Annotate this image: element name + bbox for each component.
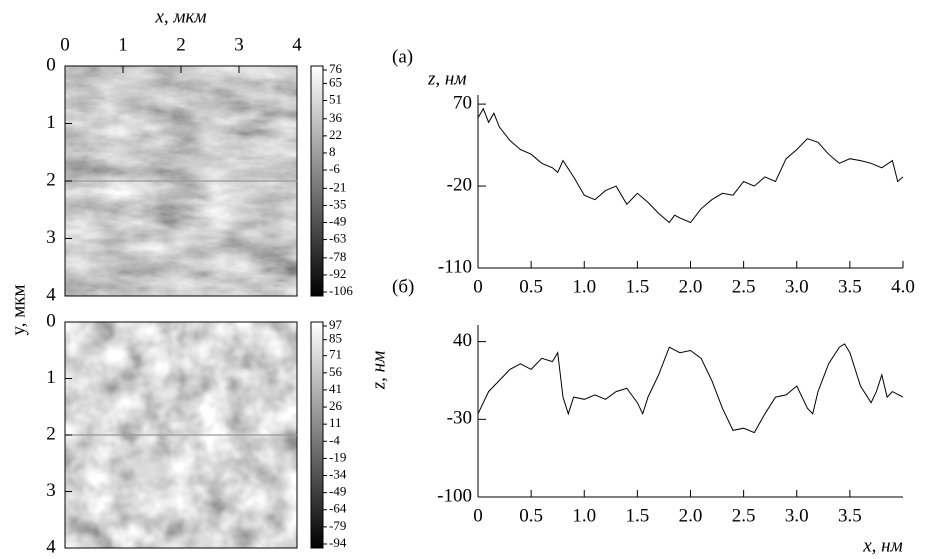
y-tick-label: 0 bbox=[46, 310, 56, 331]
x-tick-label: 3 bbox=[234, 34, 244, 55]
colorbar-label: 76 bbox=[329, 61, 343, 76]
y-axis-label: z, нм bbox=[368, 351, 389, 390]
x-tick-label: 0 bbox=[60, 34, 70, 55]
colorbar-label: -78 bbox=[329, 249, 346, 264]
colorbar bbox=[310, 65, 324, 297]
colorbar-label: 36 bbox=[329, 110, 343, 125]
x-tick-label: 1.5 bbox=[626, 505, 650, 526]
y-tick-label: -110 bbox=[438, 256, 472, 277]
profile-line bbox=[477, 107, 904, 224]
y-tick-label: 3 bbox=[46, 480, 56, 501]
colorbar-label: -63 bbox=[329, 231, 346, 246]
colorbar-label: 22 bbox=[329, 127, 342, 142]
y-tick-label: -30 bbox=[447, 408, 472, 429]
colorbar-label: -19 bbox=[329, 449, 346, 464]
panel-label: (а) bbox=[392, 46, 413, 67]
y-axis-label: y, мкм bbox=[8, 284, 29, 335]
x-tick-label: 1.5 bbox=[626, 276, 650, 297]
colorbar-label: -64 bbox=[329, 501, 347, 516]
colorbar-label: 11 bbox=[329, 415, 342, 430]
x-tick-label: 2.5 bbox=[732, 505, 756, 526]
x-tick-label: 0.5 bbox=[519, 505, 543, 526]
colorbar-label: 56 bbox=[329, 364, 343, 379]
colorbar-label: -21 bbox=[329, 179, 346, 194]
x-tick-label: 1 bbox=[118, 34, 128, 55]
y-tick-label: 40 bbox=[453, 330, 472, 351]
y-tick-label: 3 bbox=[46, 227, 56, 248]
colorbar-label: 41 bbox=[329, 381, 342, 396]
x-axis-label: x, мкм bbox=[154, 6, 206, 27]
x-tick-label: 2.0 bbox=[679, 276, 703, 297]
y-tick-label: 0 bbox=[46, 54, 56, 75]
colorbar-label: 97 bbox=[329, 317, 343, 332]
x-tick-label: 3.5 bbox=[838, 505, 862, 526]
x-tick-label: 2.0 bbox=[679, 505, 703, 526]
x-tick-label: 1.0 bbox=[572, 505, 596, 526]
y-tick-label: 2 bbox=[46, 169, 56, 190]
y-tick-label: 4 bbox=[46, 536, 56, 557]
x-tick-label: 0 bbox=[473, 505, 483, 526]
colorbar-label: 8 bbox=[329, 144, 336, 159]
x-tick-label: 3.0 bbox=[785, 276, 809, 297]
colorbar-label: 71 bbox=[329, 347, 342, 362]
colorbar-label: -4 bbox=[329, 432, 340, 447]
colorbar-label: -35 bbox=[329, 196, 346, 211]
colorbar-label: -106 bbox=[329, 283, 353, 298]
y-tick-label: 70 bbox=[453, 92, 472, 113]
colorbar-label: -79 bbox=[329, 518, 346, 533]
y-axis-label: z, нм bbox=[427, 68, 466, 89]
x-tick-label: 4.0 bbox=[891, 276, 915, 297]
profile-line bbox=[477, 343, 904, 434]
x-tick-label: 1.0 bbox=[572, 276, 596, 297]
x-tick-label: 3.0 bbox=[785, 505, 809, 526]
x-axis-label: x, нм bbox=[862, 535, 902, 556]
colorbar-label: 85 bbox=[329, 331, 342, 346]
colorbar-label: -49 bbox=[329, 484, 346, 499]
colorbar-label: -94 bbox=[329, 535, 347, 550]
y-tick-label: 4 bbox=[46, 284, 56, 305]
y-tick-label: 1 bbox=[46, 367, 56, 388]
x-tick-label: 2 bbox=[176, 34, 186, 55]
x-tick-label: 3.5 bbox=[838, 276, 862, 297]
colorbar-label: -6 bbox=[329, 161, 340, 176]
colorbar-label: 65 bbox=[329, 74, 342, 89]
y-tick-label: 1 bbox=[46, 112, 56, 133]
colorbar-label: -34 bbox=[329, 467, 347, 482]
y-tick-label: 2 bbox=[46, 423, 56, 444]
colorbar-label: -49 bbox=[329, 213, 346, 228]
x-tick-label: 2.5 bbox=[732, 276, 756, 297]
x-tick-label: 0 bbox=[473, 276, 483, 297]
y-tick-label: -100 bbox=[437, 485, 472, 506]
panel-label: (б) bbox=[392, 276, 414, 297]
x-tick-label: 0.5 bbox=[519, 276, 543, 297]
colorbar-label: 51 bbox=[329, 91, 342, 106]
x-tick-label: 4 bbox=[292, 34, 302, 55]
colorbar-label: 26 bbox=[329, 398, 343, 413]
colorbar bbox=[310, 321, 324, 549]
colorbar-label: -92 bbox=[329, 266, 346, 281]
y-tick-label: -20 bbox=[447, 174, 472, 195]
